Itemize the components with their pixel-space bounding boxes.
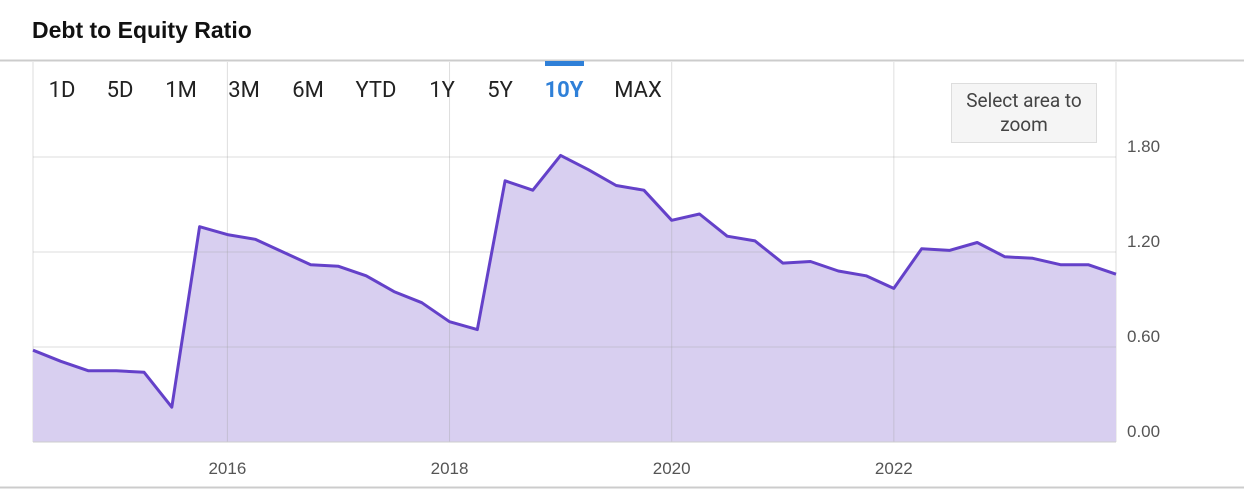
range-button[interactable]: 6M <box>292 78 324 103</box>
range-button[interactable]: 3M <box>228 78 260 103</box>
range-button[interactable]: 5D <box>106 78 134 103</box>
range-button[interactable]: 10Y <box>544 78 584 103</box>
y-tick-label: 1.20 <box>1127 232 1160 251</box>
x-tick-label: 2020 <box>653 459 691 478</box>
range-button[interactable]: 5Y <box>487 78 513 103</box>
data-line <box>32 153 1117 409</box>
y-tick-label: 1.80 <box>1127 137 1160 156</box>
range-button[interactable]: 1M <box>165 78 197 103</box>
range-button[interactable]: YTD <box>355 78 397 103</box>
zoom-button[interactable]: Select area to zoom <box>951 83 1097 143</box>
selected-indicator <box>545 61 584 66</box>
range-button[interactable]: MAX <box>614 78 662 103</box>
range-button[interactable]: 1D <box>48 78 76 103</box>
plot: 0.00 0.60 1.20 1.80 2016 2018 2020 2022 <box>32 62 1160 478</box>
range-button[interactable]: 1Y <box>429 78 455 103</box>
x-tick-label: 2018 <box>431 459 469 478</box>
area-fill <box>33 155 1116 442</box>
y-tick-label: 0.60 <box>1127 327 1160 346</box>
x-tick-label: 2016 <box>208 459 246 478</box>
y-tick-label: 0.00 <box>1127 422 1160 441</box>
chart-title: Debt to Equity Ratio <box>32 17 252 43</box>
x-tick-label: 2022 <box>875 459 913 478</box>
